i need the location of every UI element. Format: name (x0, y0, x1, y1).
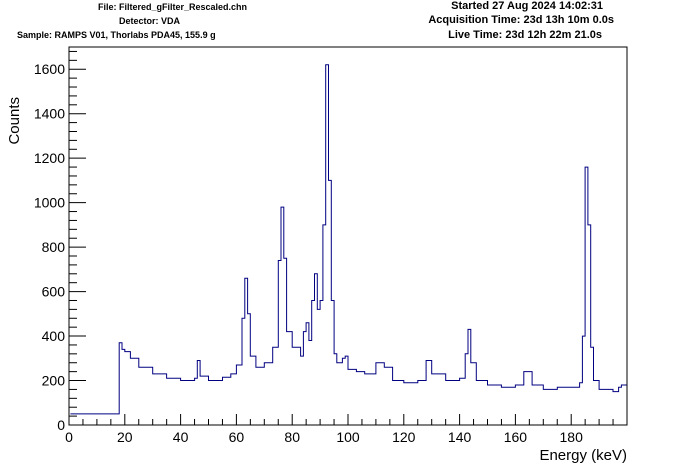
y-tick-label: 200 (42, 373, 66, 389)
live-time-label: Live Time: 23d 12h 22m 21.0s (448, 29, 602, 41)
minor-ticks (69, 50, 614, 425)
x-tick-label: 60 (229, 429, 245, 445)
sample-label: Sample: RAMPS V01, Thorlabs PDA45, 155.9… (17, 30, 216, 40)
start-time-label: Started 27 Aug 2024 14:02:31 (451, 0, 603, 12)
acquisition-time-label: Acquisition Time: 23d 13h 10m 0.0s (428, 14, 614, 26)
x-tick-label: 180 (560, 429, 584, 445)
y-tick-label: 1000 (34, 195, 65, 211)
x-tick-label: 40 (173, 429, 189, 445)
y-axis-label: Counts (6, 97, 23, 145)
x-tick-label: 20 (117, 429, 133, 445)
y-tick-label: 400 (42, 328, 66, 344)
detector-label: Detector: VDA (119, 16, 181, 26)
x-tick-label: 120 (392, 429, 416, 445)
y-tick-label: 1200 (34, 150, 65, 166)
y-tick-label: 800 (42, 239, 66, 255)
x-tick-label: 160 (504, 429, 528, 445)
y-tick-label: 600 (42, 284, 66, 300)
file-label: File: Filtered_gFilter_Rescaled.chn (98, 2, 248, 12)
x-tick-label: 0 (65, 429, 73, 445)
y-tick-label: 1400 (34, 106, 65, 122)
x-tick-label: 80 (284, 429, 300, 445)
y-tick-label: 1600 (34, 61, 65, 77)
x-tick-label: 140 (448, 429, 472, 445)
y-tick-label: 0 (57, 417, 65, 433)
tick-labels: 0 20 40 60 80 100 120 140 160 180 0 200 400 600 800 100… (34, 61, 583, 445)
spectrum-series-line (70, 64, 628, 415)
x-tick-label: 100 (336, 429, 360, 445)
x-axis-label: Energy (keV) (539, 447, 627, 464)
plot-frame (68, 46, 628, 426)
major-ticks (68, 68, 572, 426)
